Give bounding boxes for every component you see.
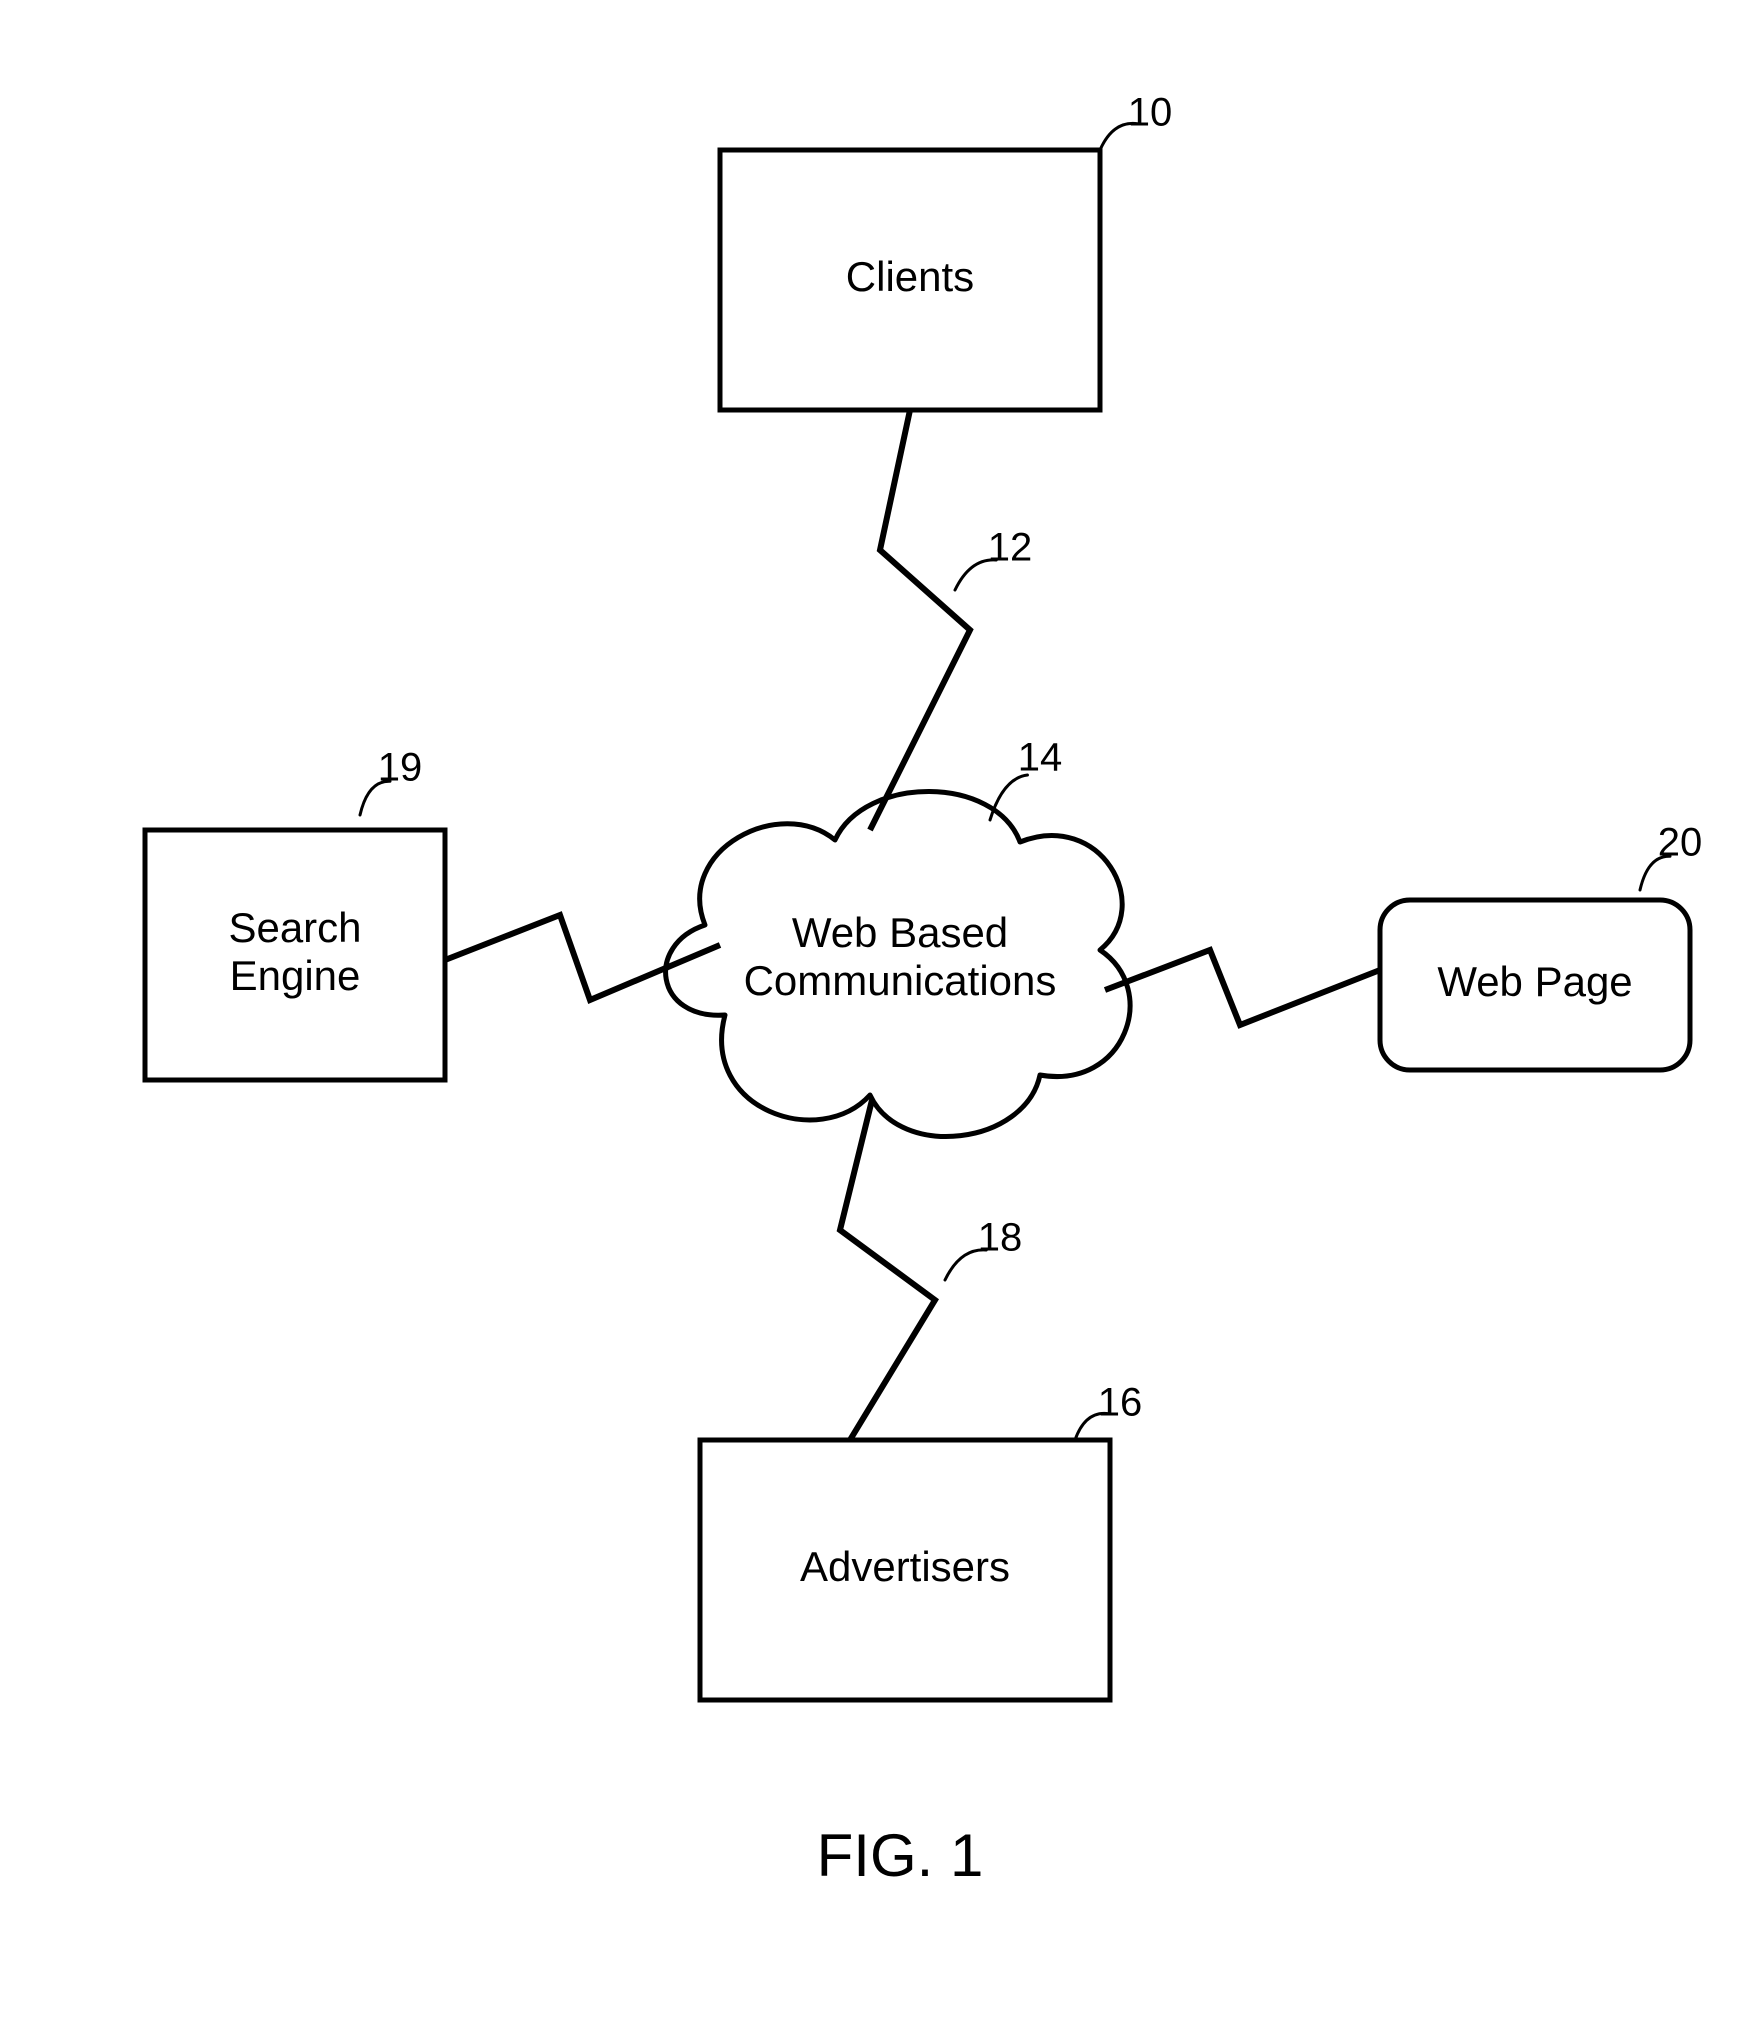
bolt-right [1105,950,1380,1025]
bolt-bottom [840,1100,935,1440]
ref-number: 12 [988,526,1033,570]
bolt-top [870,410,970,830]
node-search-label: Search [228,904,361,951]
ref-number: 19 [378,746,423,790]
node-advertisers-label: Advertisers [800,1543,1010,1590]
node-clients-label: Clients [846,253,974,300]
ref-number: 18 [978,1216,1023,1260]
node-webpage-label: Web Page [1437,958,1632,1005]
ref-number: 10 [1128,91,1173,135]
cloud-label: Web Based [792,909,1008,956]
cloud-label: Communications [744,957,1057,1004]
ref-number: 20 [1658,821,1703,865]
ref-number: 14 [1018,736,1063,780]
bolt-left [445,915,720,1000]
figure-caption: FIG. 1 [817,1822,984,1889]
ref-number: 16 [1098,1381,1143,1425]
node-search-label: Engine [230,952,361,999]
